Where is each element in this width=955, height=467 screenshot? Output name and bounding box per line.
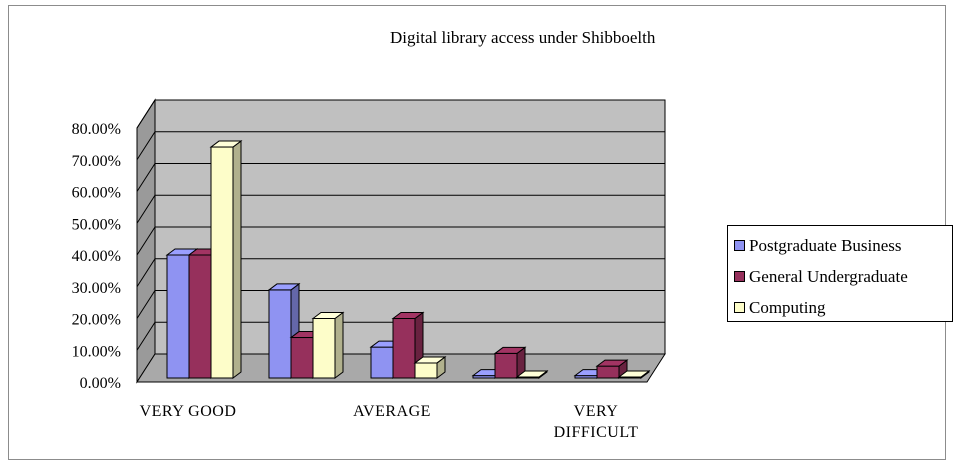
bar-front	[370, 346, 394, 379]
bars	[165, 140, 651, 379]
bar	[209, 140, 243, 379]
chart-title: Digital library access under Shibboelth	[390, 28, 656, 47]
gridline	[136, 194, 665, 224]
bar-front	[414, 362, 438, 379]
bar-front	[596, 365, 620, 379]
legend-label: Postgraduate Business	[749, 235, 902, 255]
legend-label: General Undergraduate	[749, 266, 908, 286]
bar-top	[391, 312, 425, 319]
bar	[595, 359, 629, 379]
bar-top	[267, 283, 301, 291]
bar-top	[515, 370, 549, 378]
bar-top	[493, 346, 527, 354]
bar-front	[268, 289, 292, 379]
legend-swatch	[734, 302, 745, 313]
category-label: AVERAGE	[353, 403, 431, 420]
bar-front	[312, 318, 336, 379]
y-tick-label: 0.00%	[80, 375, 121, 392]
bar-top	[595, 359, 629, 367]
gridline	[136, 163, 665, 192]
legend-item-computing: Computing	[734, 292, 952, 323]
y-tick-label: 10.00%	[72, 343, 121, 360]
y-axis-ticks: 0.00% 10.00% 20.00% 30.00% 40.00% 50.00% 60.00…	[72, 121, 121, 392]
category-label: VERY DIFFICULT	[554, 403, 639, 441]
gridline	[136, 131, 665, 161]
bar-top	[617, 370, 651, 378]
category-label: VERY GOOD	[140, 403, 237, 420]
legend-swatch	[734, 240, 745, 251]
bar-top	[311, 312, 345, 319]
bar	[515, 370, 549, 379]
y-tick-label: 60.00%	[72, 185, 121, 202]
legend-swatch	[734, 271, 745, 282]
bar-front	[494, 352, 518, 379]
y-tick-label: 20.00%	[72, 312, 121, 329]
bar-front	[392, 318, 416, 379]
bar	[413, 355, 447, 379]
y-tick-label: 50.00%	[72, 216, 121, 233]
bar-top	[413, 356, 447, 364]
gridline	[136, 321, 665, 351]
bar-side	[232, 140, 242, 379]
bar-front	[188, 254, 212, 379]
bar-top	[209, 140, 243, 148]
legend-item-postgraduate-business: Postgraduate Business	[734, 230, 952, 261]
y-tick-label: 40.00%	[72, 248, 121, 265]
bar-front	[210, 146, 234, 379]
legend: Postgraduate Business General Undergradu…	[727, 225, 953, 322]
gridlines	[136, 99, 665, 383]
bar	[311, 311, 345, 379]
legend-item-general-undergraduate: General Undergraduate	[734, 261, 952, 292]
bar-front	[290, 337, 314, 379]
bar-front	[166, 254, 190, 379]
bar	[493, 346, 527, 379]
bar	[617, 370, 651, 379]
gridline	[136, 226, 665, 256]
gridline	[136, 258, 665, 288]
legend-label: Computing	[749, 297, 826, 317]
gridline	[136, 290, 665, 319]
gridline	[136, 99, 665, 129]
x-axis-categories: VERY GOOD AVERAGE VERY DIFFICULT	[140, 403, 639, 441]
bar-side	[334, 311, 344, 379]
y-tick-label: 80.00%	[72, 121, 121, 138]
y-tick-label: 30.00%	[72, 280, 121, 297]
y-tick-label: 70.00%	[72, 153, 121, 170]
